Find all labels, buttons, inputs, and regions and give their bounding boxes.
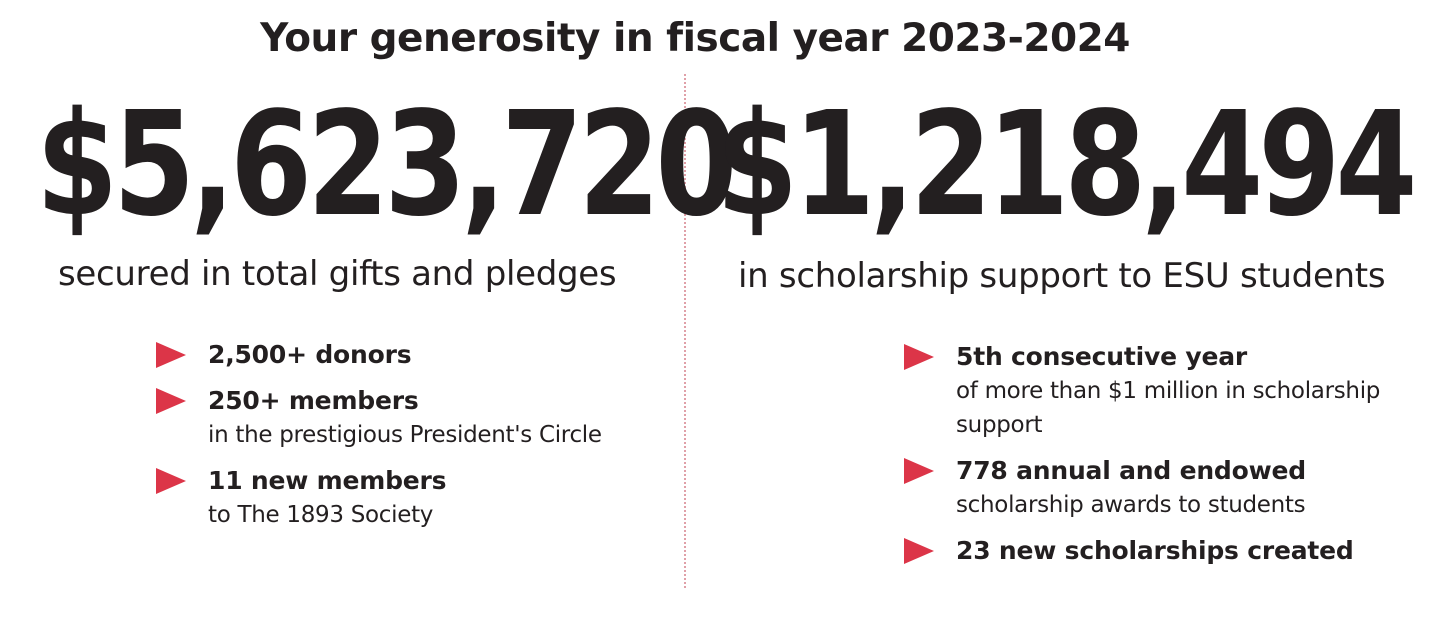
list-item: 778 annual and endowed scholarship award… [904, 454, 1380, 522]
stat-heading: 250+ members [208, 386, 419, 415]
triangle-right-icon [904, 344, 934, 370]
right-stats-list: 5th consecutive year of more than $1 mil… [904, 340, 1380, 568]
stat-description: scholarship awards to students [956, 492, 1306, 518]
triangle-right-icon [156, 468, 186, 494]
scholarship-amount: $1,218,494 [716, 79, 1417, 249]
page-title: Your generosity in fiscal year 2023-2024 [260, 16, 1130, 61]
triangle-right-icon [156, 342, 186, 368]
list-item: 2,500+ donors [156, 338, 602, 372]
total-gifts-caption: secured in total gifts and pledges [58, 254, 617, 294]
list-item: 11 new members to The 1893 Society [156, 464, 602, 532]
total-gifts-amount: $5,623,720 [36, 79, 737, 249]
list-item: 5th consecutive year of more than $1 mil… [904, 340, 1380, 442]
stat-description: to The 1893 Society [208, 502, 434, 528]
stat-description: support [956, 412, 1043, 438]
triangle-right-icon [904, 538, 934, 564]
stat-description: of more than $1 million in scholarship [956, 378, 1381, 404]
list-item: 23 new scholarships created [904, 534, 1380, 568]
left-stats-list: 2,500+ donors 250+ members in the presti… [156, 338, 602, 532]
scholarship-caption: in scholarship support to ESU students [738, 256, 1386, 296]
triangle-right-icon [904, 458, 934, 484]
stat-heading: 5th consecutive year [956, 342, 1248, 371]
stat-heading: 778 annual and endowed [956, 456, 1306, 485]
list-item: 250+ members in the prestigious Presiden… [156, 384, 602, 452]
column-divider [684, 74, 686, 588]
stat-heading: 2,500+ donors [208, 340, 412, 369]
stat-description: in the prestigious President's Circle [208, 422, 602, 448]
stat-heading: 11 new members [208, 466, 447, 495]
triangle-right-icon [156, 388, 186, 414]
stat-heading: 23 new scholarships created [956, 536, 1354, 565]
